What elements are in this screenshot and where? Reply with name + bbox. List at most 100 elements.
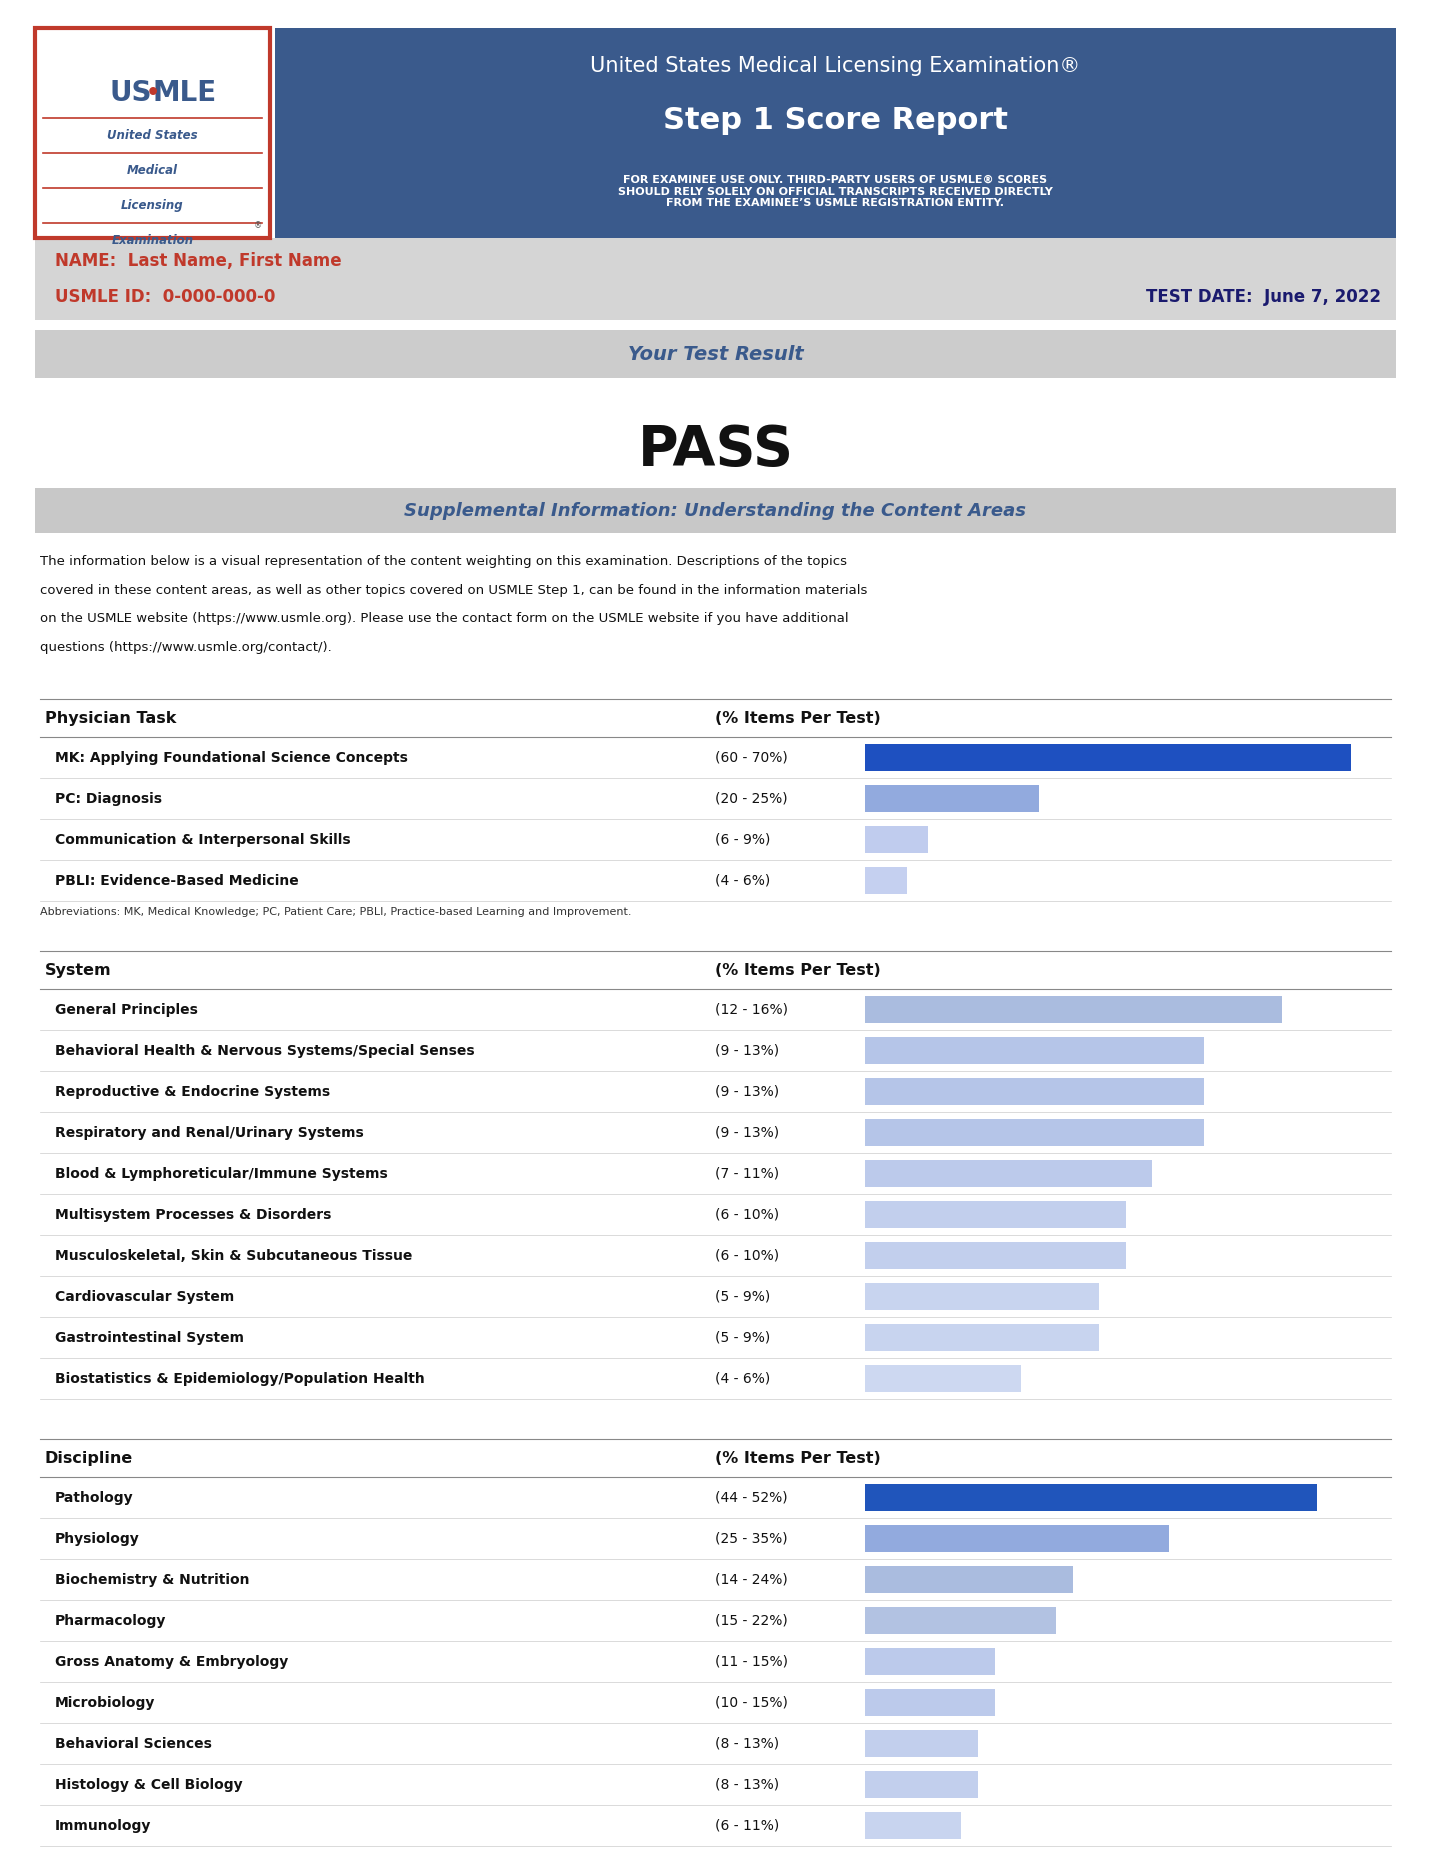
Text: (44 - 52%): (44 - 52%) bbox=[716, 1491, 787, 1504]
Text: (5 - 9%): (5 - 9%) bbox=[716, 1330, 770, 1345]
Text: •: • bbox=[146, 83, 160, 104]
Text: MLE: MLE bbox=[153, 80, 216, 107]
Text: Abbreviations: MK, Medical Knowledge; PC, Patient Care; PBLI, Practice-based Lea: Abbreviations: MK, Medical Knowledge; PC… bbox=[40, 907, 631, 917]
Text: (60 - 70%): (60 - 70%) bbox=[716, 750, 787, 765]
Text: General Principles: General Principles bbox=[54, 1002, 197, 1017]
Text: (8 - 13%): (8 - 13%) bbox=[716, 1737, 778, 1750]
Bar bbox=[34, 28, 270, 239]
Text: (7 - 11%): (7 - 11%) bbox=[716, 1167, 778, 1180]
Text: (6 - 9%): (6 - 9%) bbox=[716, 833, 770, 846]
Bar bbox=[864, 1526, 1169, 1552]
Text: NAME:  Last Name, First Name: NAME: Last Name, First Name bbox=[54, 252, 342, 270]
Text: (6 - 10%): (6 - 10%) bbox=[716, 1248, 778, 1263]
Text: PBLI: Evidence-Based Medicine: PBLI: Evidence-Based Medicine bbox=[54, 874, 299, 887]
Text: (8 - 13%): (8 - 13%) bbox=[716, 1778, 778, 1791]
Bar bbox=[864, 1483, 1317, 1511]
Bar bbox=[864, 1608, 1056, 1633]
Text: System: System bbox=[44, 963, 112, 978]
Text: (6 - 11%): (6 - 11%) bbox=[716, 1819, 780, 1832]
Text: Communication & Interpersonal Skills: Communication & Interpersonal Skills bbox=[54, 833, 351, 846]
Text: (9 - 13%): (9 - 13%) bbox=[716, 1043, 778, 1057]
Text: (9 - 13%): (9 - 13%) bbox=[716, 1126, 778, 1139]
Bar bbox=[864, 1567, 1073, 1593]
Bar bbox=[864, 1243, 1126, 1269]
Bar bbox=[864, 1159, 1152, 1187]
Text: Blood & Lymphoreticular/Immune Systems: Blood & Lymphoreticular/Immune Systems bbox=[54, 1167, 388, 1180]
Text: (9 - 13%): (9 - 13%) bbox=[716, 1085, 778, 1098]
Text: (12 - 16%): (12 - 16%) bbox=[716, 1002, 788, 1017]
Bar bbox=[864, 1811, 960, 1839]
Bar bbox=[864, 1037, 1203, 1063]
Text: (11 - 15%): (11 - 15%) bbox=[716, 1654, 788, 1669]
Text: (% Items Per Test): (% Items Per Test) bbox=[716, 963, 880, 978]
Bar bbox=[864, 785, 1039, 811]
Text: US: US bbox=[110, 80, 153, 107]
Text: PC: Diagnosis: PC: Diagnosis bbox=[54, 791, 162, 806]
Bar bbox=[864, 826, 927, 852]
Bar bbox=[864, 1730, 977, 1758]
Bar bbox=[864, 1202, 1126, 1228]
Text: United States: United States bbox=[107, 128, 197, 141]
Text: ®: ® bbox=[253, 222, 262, 230]
Text: Step 1 Score Report: Step 1 Score Report bbox=[663, 106, 1007, 135]
Text: United States Medical Licensing Examination®: United States Medical Licensing Examinat… bbox=[591, 56, 1080, 76]
Bar bbox=[34, 330, 1397, 378]
Bar bbox=[864, 1771, 977, 1798]
Bar bbox=[864, 867, 907, 895]
Text: Multisystem Processes & Disorders: Multisystem Processes & Disorders bbox=[54, 1208, 332, 1222]
Bar bbox=[34, 487, 1397, 533]
Text: Biostatistics & Epidemiology/Population Health: Biostatistics & Epidemiology/Population … bbox=[54, 1372, 425, 1385]
Text: Microbiology: Microbiology bbox=[54, 1695, 156, 1709]
Text: (10 - 15%): (10 - 15%) bbox=[716, 1695, 788, 1709]
Bar bbox=[864, 996, 1282, 1022]
Text: TEST DATE:  June 7, 2022: TEST DATE: June 7, 2022 bbox=[1146, 289, 1381, 306]
Text: Biochemistry & Nutrition: Biochemistry & Nutrition bbox=[54, 1572, 249, 1587]
Bar bbox=[864, 745, 1351, 770]
Text: covered in these content areas, as well as other topics covered on USMLE Step 1,: covered in these content areas, as well … bbox=[40, 583, 867, 596]
Text: (4 - 6%): (4 - 6%) bbox=[716, 1372, 770, 1385]
Bar bbox=[34, 239, 1397, 320]
Text: Licensing: Licensing bbox=[122, 198, 183, 211]
Text: Behavioral Sciences: Behavioral Sciences bbox=[54, 1737, 212, 1750]
Text: USMLE ID:  0-000-000-0: USMLE ID: 0-000-000-0 bbox=[54, 289, 275, 306]
Text: (4 - 6%): (4 - 6%) bbox=[716, 874, 770, 887]
Text: Cardiovascular System: Cardiovascular System bbox=[54, 1289, 235, 1304]
Text: Pathology: Pathology bbox=[54, 1491, 133, 1504]
Bar bbox=[864, 1365, 1022, 1393]
Text: (14 - 24%): (14 - 24%) bbox=[716, 1572, 787, 1587]
Text: questions (https://www.usmle.org/contact/).: questions (https://www.usmle.org/contact… bbox=[40, 641, 332, 654]
Bar bbox=[864, 1119, 1203, 1146]
Text: (% Items Per Test): (% Items Per Test) bbox=[716, 711, 880, 726]
Bar bbox=[864, 1078, 1203, 1106]
Bar bbox=[864, 1648, 995, 1674]
Text: Medical: Medical bbox=[127, 163, 177, 176]
Text: Immunology: Immunology bbox=[54, 1819, 152, 1832]
Text: Reproductive & Endocrine Systems: Reproductive & Endocrine Systems bbox=[54, 1085, 331, 1098]
Text: Gross Anatomy & Embryology: Gross Anatomy & Embryology bbox=[54, 1654, 288, 1669]
Text: Behavioral Health & Nervous Systems/Special Senses: Behavioral Health & Nervous Systems/Spec… bbox=[54, 1043, 475, 1057]
Text: Histology & Cell Biology: Histology & Cell Biology bbox=[54, 1778, 243, 1791]
Text: (5 - 9%): (5 - 9%) bbox=[716, 1289, 770, 1304]
Bar bbox=[864, 1689, 995, 1715]
Bar bbox=[864, 1283, 1099, 1309]
Text: Examination: Examination bbox=[112, 233, 193, 246]
Text: MK: Applying Foundational Science Concepts: MK: Applying Foundational Science Concep… bbox=[54, 750, 408, 765]
Text: on the USMLE website (https://www.usmle.org). Please use the contact form on the: on the USMLE website (https://www.usmle.… bbox=[40, 611, 849, 624]
Text: FOR EXAMINEE USE ONLY. THIRD-PARTY USERS OF USMLE® SCORES
SHOULD RELY SOLELY ON : FOR EXAMINEE USE ONLY. THIRD-PARTY USERS… bbox=[618, 176, 1053, 209]
Text: PASS: PASS bbox=[637, 422, 794, 478]
Bar bbox=[864, 1324, 1099, 1350]
Text: (6 - 10%): (6 - 10%) bbox=[716, 1208, 778, 1222]
Text: (% Items Per Test): (% Items Per Test) bbox=[716, 1450, 880, 1465]
Text: Physician Task: Physician Task bbox=[44, 711, 176, 726]
Text: Supplemental Information: Understanding the Content Areas: Supplemental Information: Understanding … bbox=[405, 502, 1026, 520]
Text: Respiratory and Renal/Urinary Systems: Respiratory and Renal/Urinary Systems bbox=[54, 1126, 363, 1139]
Text: The information below is a visual representation of the content weighting on thi: The information below is a visual repres… bbox=[40, 556, 847, 569]
Text: Gastrointestinal System: Gastrointestinal System bbox=[54, 1330, 245, 1345]
Text: Discipline: Discipline bbox=[44, 1450, 133, 1465]
Bar bbox=[275, 28, 1397, 239]
Text: (20 - 25%): (20 - 25%) bbox=[716, 791, 787, 806]
Text: Physiology: Physiology bbox=[54, 1532, 140, 1546]
Text: (15 - 22%): (15 - 22%) bbox=[716, 1613, 787, 1628]
Text: Musculoskeletal, Skin & Subcutaneous Tissue: Musculoskeletal, Skin & Subcutaneous Tis… bbox=[54, 1248, 412, 1263]
Text: Your Test Result: Your Test Result bbox=[628, 344, 803, 363]
